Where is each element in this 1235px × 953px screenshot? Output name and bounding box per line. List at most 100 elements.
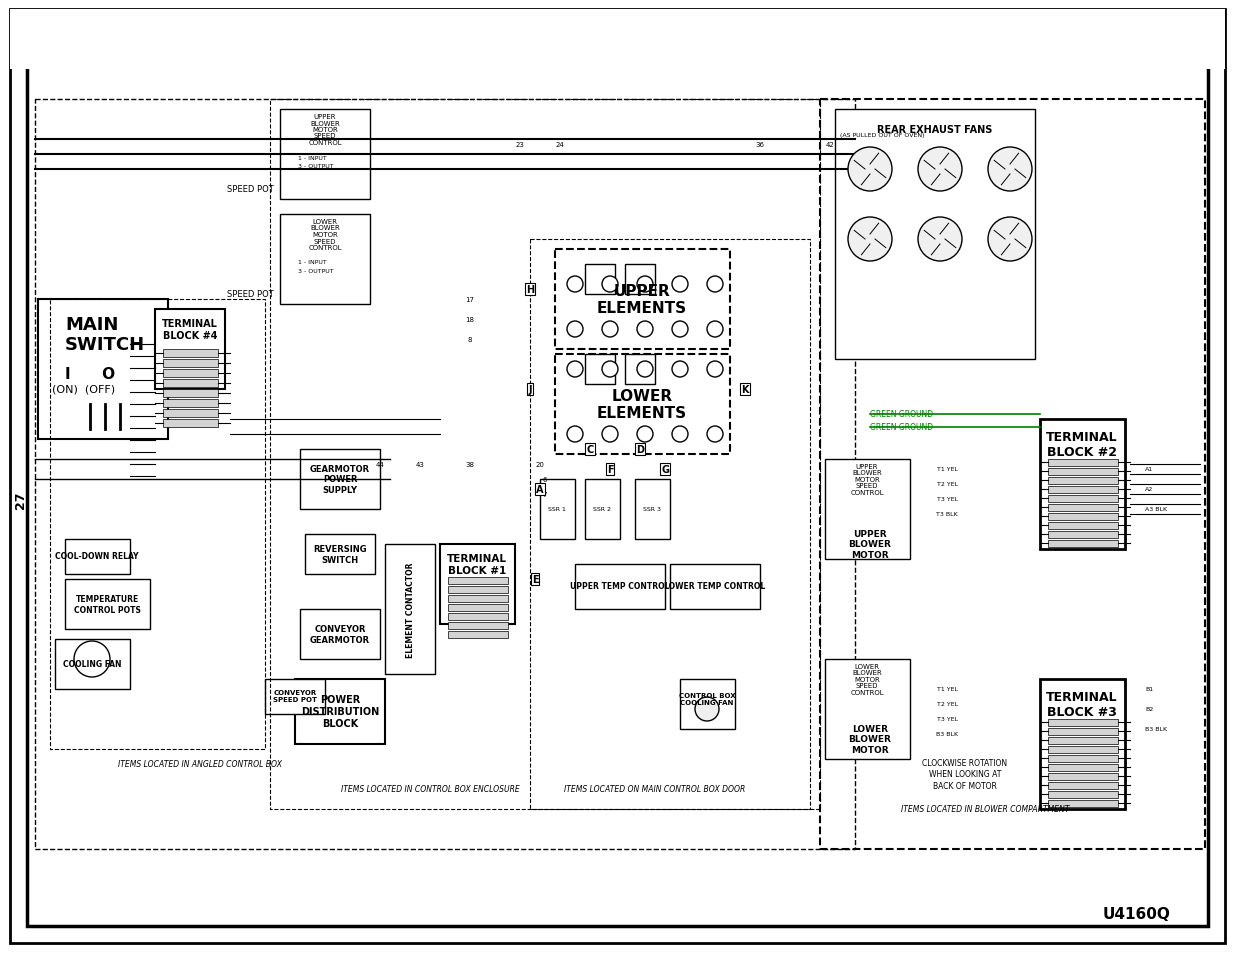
Text: F: F bbox=[606, 464, 614, 475]
Bar bbox=[163, 399, 219, 408]
Circle shape bbox=[706, 427, 722, 442]
Circle shape bbox=[672, 427, 688, 442]
Bar bbox=[1049, 791, 1118, 799]
Text: TERMINAL
BLOCK #1: TERMINAL BLOCK #1 bbox=[447, 554, 508, 576]
Bar bbox=[163, 379, 219, 388]
Text: (AS PULLED OUT OF OVEN): (AS PULLED OUT OF OVEN) bbox=[840, 132, 925, 137]
Text: 23: 23 bbox=[515, 142, 525, 148]
Bar bbox=[448, 586, 508, 594]
Bar bbox=[1049, 486, 1118, 494]
Text: 3 - OUTPUT: 3 - OUTPUT bbox=[298, 164, 333, 170]
Bar bbox=[38, 299, 168, 439]
Circle shape bbox=[601, 322, 618, 337]
Text: T3 BLK: T3 BLK bbox=[936, 512, 958, 517]
Bar bbox=[35, 100, 855, 849]
Bar bbox=[1040, 679, 1125, 809]
Text: UPPER
BLOWER
MOTOR
SPEED
CONTROL: UPPER BLOWER MOTOR SPEED CONTROL bbox=[850, 463, 884, 496]
Text: C: C bbox=[587, 444, 594, 455]
Text: ITEMS LOCATED IN ANGLED CONTROL BOX: ITEMS LOCATED IN ANGLED CONTROL BOX bbox=[119, 760, 282, 769]
Text: ITEMS LOCATED IN CONTROL BOX ENCLOSURE: ITEMS LOCATED IN CONTROL BOX ENCLOSURE bbox=[341, 784, 520, 794]
Bar bbox=[1049, 746, 1118, 753]
Text: T3 YEL: T3 YEL bbox=[937, 717, 958, 721]
Bar bbox=[156, 310, 225, 390]
Bar bbox=[300, 609, 380, 659]
Text: J: J bbox=[529, 385, 532, 395]
Text: SPEED POT: SPEED POT bbox=[227, 291, 273, 299]
Bar bbox=[270, 100, 820, 809]
Text: 42: 42 bbox=[826, 142, 835, 148]
Circle shape bbox=[918, 218, 962, 262]
Text: 6: 6 bbox=[542, 476, 547, 482]
Text: 1 - INPUT: 1 - INPUT bbox=[298, 260, 327, 265]
Bar bbox=[1049, 773, 1118, 781]
Text: VHVA1620E Wiring Diagram: VHVA1620E Wiring Diagram bbox=[196, 73, 503, 92]
Text: SSR 1: SSR 1 bbox=[548, 507, 566, 512]
Text: MAIN
SWITCH: MAIN SWITCH bbox=[65, 315, 146, 354]
Bar bbox=[280, 214, 370, 305]
Bar bbox=[1049, 522, 1118, 530]
Circle shape bbox=[988, 148, 1032, 192]
Bar bbox=[540, 479, 576, 539]
Bar bbox=[1049, 514, 1118, 520]
Bar bbox=[1049, 540, 1118, 547]
Bar bbox=[448, 596, 508, 602]
Bar bbox=[448, 578, 508, 584]
Text: UPPER
BLOWER
MOTOR: UPPER BLOWER MOTOR bbox=[848, 530, 892, 559]
Circle shape bbox=[672, 276, 688, 293]
Text: ITEMS LOCATED ON MAIN CONTROL BOX DOOR: ITEMS LOCATED ON MAIN CONTROL BOX DOOR bbox=[564, 784, 746, 794]
Text: H: H bbox=[526, 285, 534, 294]
Text: UPPER
BLOWER
MOTOR
SPEED
CONTROL: UPPER BLOWER MOTOR SPEED CONTROL bbox=[309, 113, 342, 146]
Bar bbox=[1049, 720, 1118, 726]
Text: ELEMENT CONTACTOR: ELEMENT CONTACTOR bbox=[405, 561, 415, 657]
Bar bbox=[49, 299, 266, 749]
Text: POWER
DISTRIBUTION
BLOCK: POWER DISTRIBUTION BLOCK bbox=[301, 695, 379, 728]
Bar bbox=[585, 479, 620, 539]
Text: (ON)  (OFF): (ON) (OFF) bbox=[52, 385, 115, 395]
Bar bbox=[295, 679, 385, 744]
Text: SPEED POT: SPEED POT bbox=[227, 185, 273, 194]
Text: 36: 36 bbox=[756, 142, 764, 148]
Bar bbox=[625, 355, 655, 385]
Bar bbox=[10, 10, 1225, 70]
Bar bbox=[1049, 738, 1118, 744]
Bar bbox=[585, 265, 615, 294]
Bar bbox=[825, 459, 910, 559]
Text: GREEN GROUND: GREEN GROUND bbox=[869, 423, 934, 432]
Text: G: G bbox=[661, 464, 669, 475]
Bar bbox=[163, 370, 219, 377]
Text: REAR EXHAUST FANS: REAR EXHAUST FANS bbox=[877, 125, 993, 135]
Text: GREEN GROUND: GREEN GROUND bbox=[869, 410, 934, 419]
Bar bbox=[448, 631, 508, 639]
Text: D: D bbox=[636, 444, 643, 455]
Text: T3 YEL: T3 YEL bbox=[937, 497, 958, 502]
Text: I      O: I O bbox=[65, 367, 115, 382]
Bar bbox=[530, 240, 810, 809]
Bar bbox=[305, 535, 375, 575]
Text: E: E bbox=[532, 575, 538, 584]
Text: LOWER
BLOWER
MOTOR: LOWER BLOWER MOTOR bbox=[848, 724, 892, 754]
Text: 17: 17 bbox=[466, 296, 474, 303]
Text: B1: B1 bbox=[1145, 687, 1153, 692]
Circle shape bbox=[706, 322, 722, 337]
Bar bbox=[555, 250, 730, 350]
Circle shape bbox=[706, 361, 722, 377]
Text: SSR 3: SSR 3 bbox=[643, 507, 661, 512]
Bar bbox=[280, 110, 370, 200]
Text: 8: 8 bbox=[468, 336, 472, 343]
Bar bbox=[825, 659, 910, 760]
Bar bbox=[163, 359, 219, 368]
Text: TERMINAL
BLOCK #2: TERMINAL BLOCK #2 bbox=[1046, 431, 1118, 458]
Bar bbox=[56, 639, 130, 689]
Text: CONVEYOR
GEARMOTOR: CONVEYOR GEARMOTOR bbox=[310, 624, 370, 644]
Circle shape bbox=[988, 218, 1032, 262]
Bar bbox=[1049, 469, 1118, 476]
Text: T1 YEL: T1 YEL bbox=[937, 687, 958, 692]
Bar bbox=[448, 614, 508, 620]
Text: CLOCKWISE ROTATION
WHEN LOOKING AT
BACK OF MOTOR: CLOCKWISE ROTATION WHEN LOOKING AT BACK … bbox=[923, 759, 1008, 790]
Text: 208, 220 or 240VAC, 50/60Hz, 1 Phase: 208, 220 or 240VAC, 50/60Hz, 1 Phase bbox=[571, 73, 989, 92]
Circle shape bbox=[672, 361, 688, 377]
Bar bbox=[671, 564, 760, 609]
Bar bbox=[440, 544, 515, 624]
Text: 43: 43 bbox=[415, 461, 425, 468]
Bar bbox=[163, 350, 219, 357]
